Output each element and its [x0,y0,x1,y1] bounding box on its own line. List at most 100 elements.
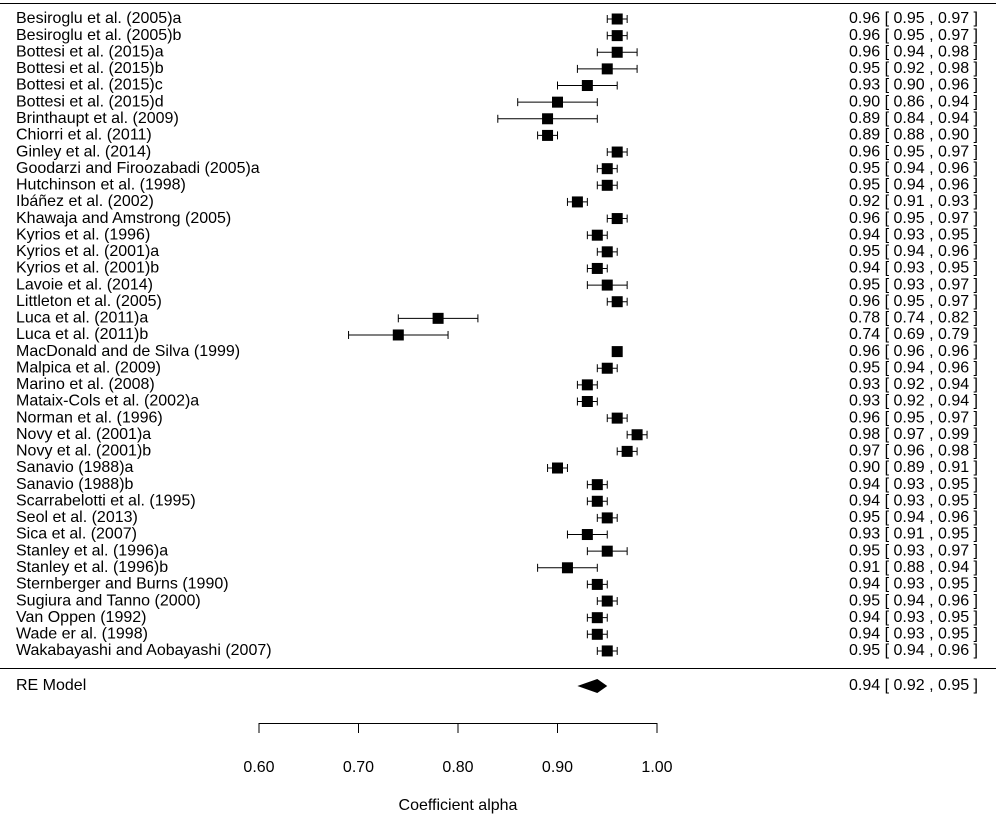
estimate-label: 0.95 [ 0.94 , 0.96 ] [849,509,978,526]
estimate-square [631,429,643,441]
study-label: Besiroglu et al. (2005)b [16,27,182,44]
study-label: Stanley et al. (1996)a [16,542,168,559]
study-label: Stanley et al. (1996)b [16,559,168,576]
estimate-label: 0.74 [ 0.69 , 0.79 ] [849,326,978,343]
estimate-square [611,412,623,424]
x-tick-label: 0.90 [542,759,573,776]
estimate-label: 0.96 [ 0.96 , 0.96 ] [849,343,978,360]
x-axis-title: Coefficient alpha [399,797,518,814]
x-tick-label: 0.70 [343,759,374,776]
estimate-label: 0.94 [ 0.93 , 0.95 ] [849,492,978,509]
estimate-label: 0.93 [ 0.92 , 0.94 ] [849,393,978,410]
study-label: Khawaja and Amstrong (2005) [16,210,231,227]
estimate-label: 0.94 [ 0.93 , 0.95 ] [849,226,978,243]
estimate-label: 0.93 [ 0.90 , 0.96 ] [849,77,978,94]
estimate-square [591,262,603,274]
estimate-square [591,479,603,491]
estimate-label: 0.96 [ 0.95 , 0.97 ] [849,409,978,426]
estimate-label: 0.96 [ 0.94 , 0.98 ] [849,43,978,60]
study-label: Scarrabelotti et al. (1995) [16,492,196,509]
study-label: Brinthaupt et al. (2009) [16,110,179,127]
estimate-label: 0.96 [ 0.95 , 0.97 ] [849,293,978,310]
estimate-square [611,213,623,225]
estimate-label: 0.78 [ 0.74 , 0.82 ] [849,310,978,327]
estimate-label: 0.94 [ 0.93 , 0.95 ] [849,476,978,493]
estimate-label: 0.93 [ 0.92 , 0.94 ] [849,376,978,393]
estimate-square [581,529,593,541]
summary-label: RE Model [16,677,86,694]
study-label: Bottesi et al. (2015)b [16,60,164,77]
estimate-label: 0.96 [ 0.95 , 0.97 ] [849,210,978,227]
study-label: Goodarzi and Firoozabadi (2005)a [16,160,260,177]
study-label: Sugiura and Tanno (2000) [16,592,201,609]
study-label: Kyrios et al. (2001)b [16,260,159,277]
estimate-label: 0.94 [ 0.93 , 0.95 ] [849,576,978,593]
estimate-label: 0.94 [ 0.93 , 0.95 ] [849,260,978,277]
estimate-square [432,312,444,324]
estimate-label: 0.98 [ 0.97 , 0.99 ] [849,426,978,443]
estimate-square [591,628,603,640]
estimate-square [601,63,613,75]
estimate-square [581,379,593,391]
study-label: Wakabayashi and Aobayashi (2007) [16,642,272,659]
estimate-label: 0.90 [ 0.89 , 0.91 ] [849,459,978,476]
estimate-label: 0.94 [ 0.93 , 0.95 ] [849,609,978,626]
estimate-square [581,395,593,407]
estimate-label: 0.91 [ 0.88 , 0.94 ] [849,559,978,576]
estimate-square [591,578,603,590]
estimate-square [552,96,563,108]
estimate-square [601,512,613,524]
estimate-label: 0.95 [ 0.94 , 0.96 ] [849,243,978,260]
study-label: Van Oppen (1992) [16,609,146,626]
study-label: Marino et al. (2008) [16,376,155,393]
study-label: Luca et al. (2011)a [16,310,148,327]
study-label: Sanavio (1988)a [16,459,134,476]
estimate-square [611,46,623,58]
study-label: Bottesi et al. (2015)c [16,77,163,94]
estimate-square [611,296,623,308]
estimate-square [611,13,623,25]
x-tick-label: 1.00 [641,759,672,776]
study-label: Lavoie et al. (2014) [16,276,153,293]
study-label: Norman et al. (1996) [16,409,163,426]
study-label: Bottesi et al. (2015)a [16,43,164,60]
estimate-label: 0.92 [ 0.91 , 0.93 ] [849,193,978,210]
estimate-label: 0.96 [ 0.95 , 0.97 ] [849,27,978,44]
study-label: Sanavio (1988)b [16,476,134,493]
study-label: Ibáñez et al. (2002) [16,193,154,210]
estimate-label: 0.95 [ 0.92 , 0.98 ] [849,60,978,77]
study-label: Chiorri et al. (2011) [16,127,152,144]
estimate-square [611,30,623,42]
estimate-label: 0.95 [ 0.94 , 0.96 ] [849,177,978,194]
study-label: Littleton et al. (2005) [16,293,162,310]
estimate-square [611,346,623,358]
estimate-square [542,113,554,125]
study-label: Bottesi et al. (2015)d [16,93,164,110]
study-label: Mataix-Cols et al. (2002)a [16,393,199,410]
study-label: Malpica et al. (2009) [16,359,161,376]
estimate-square [591,612,603,624]
estimate-label: 0.90 [ 0.86 , 0.94 ] [849,93,978,110]
estimate-square [571,196,583,208]
estimate-square [601,645,613,657]
study-label: Besiroglu et al. (2005)a [16,10,182,27]
estimate-square [581,80,593,92]
estimate-square [601,595,613,607]
estimate-label: 0.95 [ 0.94 , 0.96 ] [849,592,978,609]
study-label: Sternberger and Burns (1990) [16,576,229,593]
estimate-label: 0.93 [ 0.91 , 0.95 ] [849,526,978,543]
estimate-label: 0.97 [ 0.96 , 0.98 ] [849,443,978,460]
estimate-square [561,562,573,574]
estimate-square [591,495,603,507]
estimate-label: 0.96 [ 0.95 , 0.97 ] [849,10,978,27]
study-label: Hutchinson et al. (1998) [16,177,186,194]
summary-diamond [577,679,608,693]
estimate-square [601,246,613,258]
estimate-label: 0.95 [ 0.94 , 0.96 ] [849,160,978,177]
estimate-label: 0.95 [ 0.93 , 0.97 ] [849,542,978,559]
estimate-label: 0.95 [ 0.94 , 0.96 ] [849,359,978,376]
summary-estimate-label: 0.94 [ 0.92 , 0.95 ] [849,677,978,694]
estimate-square [601,545,613,557]
study-label: Seol et al. (2013) [16,509,138,526]
